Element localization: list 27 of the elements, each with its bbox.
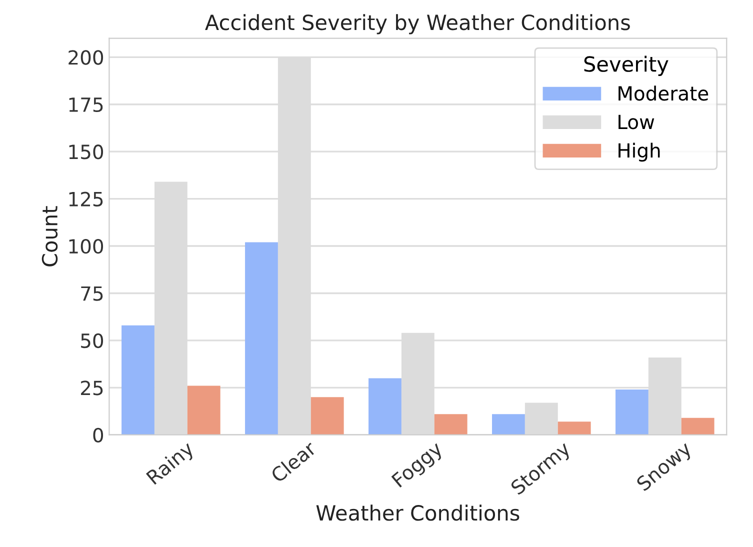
bar [122,325,154,435]
chart-title: Accident Severity by Weather Conditions [205,14,630,34]
y-axis-title: Count [42,206,58,266]
bar [368,378,402,435]
bar [187,386,220,435]
y-tick-label: 200 [68,50,104,65]
bar [310,397,344,435]
y-tick-label: 0 [93,428,104,443]
y-tick-label: 100 [69,238,104,254]
legend-title: Severity [584,56,668,76]
bar [245,242,278,435]
y-tick-label: 75 [81,286,103,301]
y-tick-label: 175 [69,98,103,112]
bar [681,418,714,435]
x-axis-title: Weather Conditions [316,504,520,521]
y-tick-label: 50 [81,333,104,348]
y-tick-label: 125 [69,192,103,206]
bar [616,390,648,435]
bar [558,422,591,435]
y-tick-label: 25 [81,380,103,396]
legend-label: Moderate [618,86,708,101]
y-tick-label: 150 [69,144,104,160]
bar [434,414,468,435]
legend-label: Low [618,114,654,130]
bar [492,414,525,435]
bar [524,402,558,435]
legend-label: High [618,142,660,162]
